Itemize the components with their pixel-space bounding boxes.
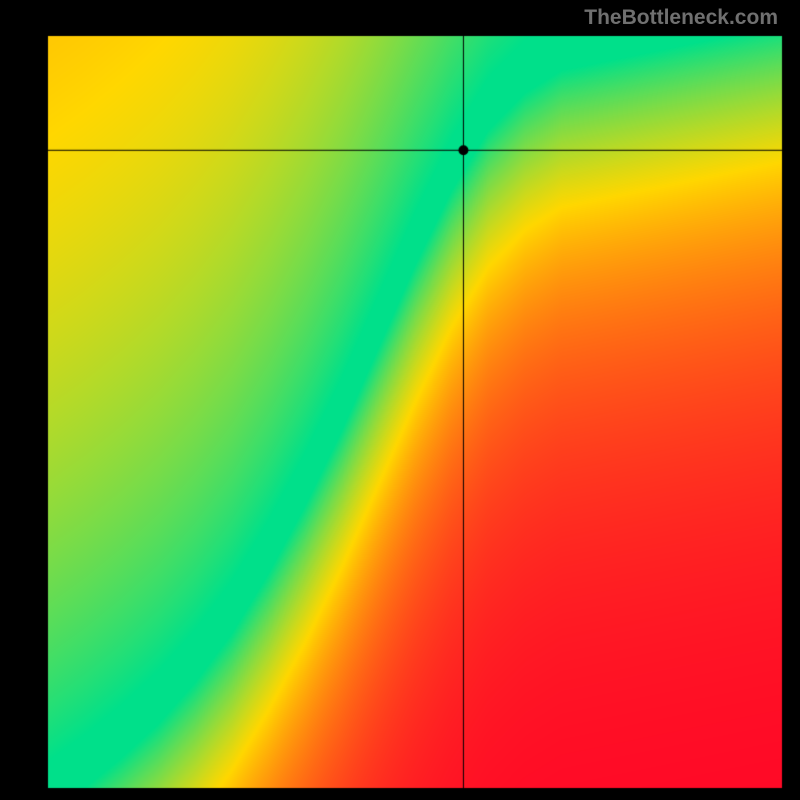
chart-container: TheBottleneck.com (0, 0, 800, 800)
watermark-text: TheBottleneck.com (584, 6, 778, 30)
heatmap-canvas (0, 0, 800, 800)
